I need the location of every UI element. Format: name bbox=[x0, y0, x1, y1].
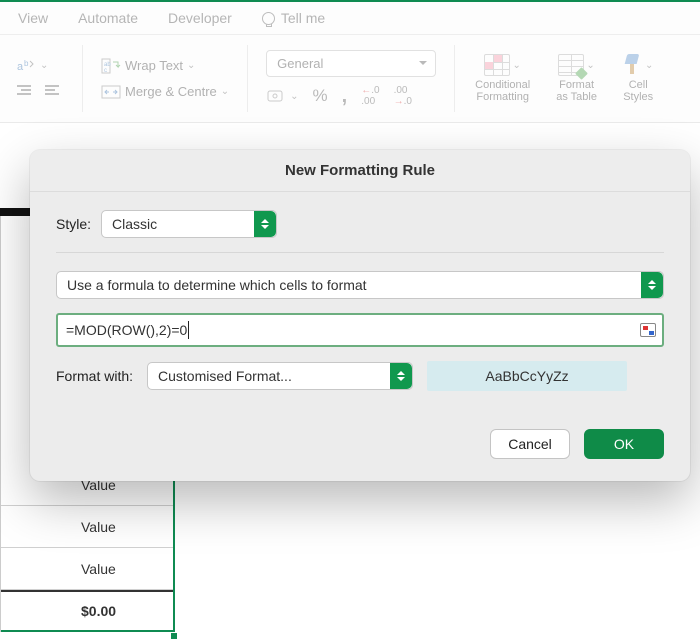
divider bbox=[56, 252, 664, 253]
chevron-down-icon: ⌄ bbox=[586, 60, 594, 71]
merge-centre-icon bbox=[101, 83, 121, 101]
chevron-down-icon: ⌄ bbox=[187, 60, 195, 71]
decrease-indent-button[interactable] bbox=[16, 83, 36, 101]
menu-bar: View Automate Developer Tell me bbox=[0, 2, 700, 35]
accounting-format-button[interactable]: ⌄ bbox=[266, 87, 298, 105]
format-preview: AaBbCcYyZz bbox=[427, 361, 627, 391]
sheet-cell[interactable]: Value bbox=[1, 506, 173, 548]
chevron-down-icon: ⌄ bbox=[40, 60, 48, 71]
ok-button-label: OK bbox=[614, 436, 634, 452]
chevron-down-icon: ⌄ bbox=[221, 86, 229, 97]
cs-label-1: Cell bbox=[629, 79, 648, 91]
svg-text:c: c bbox=[104, 68, 107, 74]
format-as-table-icon bbox=[558, 54, 584, 76]
style-select-value: Classic bbox=[112, 216, 157, 232]
merge-centre-label: Merge & Centre bbox=[125, 84, 217, 99]
merge-centre-button[interactable]: Merge & Centre ⌄ bbox=[101, 83, 229, 101]
orientation-icon: ab bbox=[16, 57, 36, 75]
ok-button[interactable]: OK bbox=[584, 429, 664, 459]
chevron-down-icon: ⌄ bbox=[512, 60, 520, 71]
decrease-decimal-button[interactable]: .00→.0 bbox=[394, 85, 412, 107]
increase-decimal-button[interactable]: ←.0.00 bbox=[361, 85, 379, 107]
conditional-formatting-button[interactable]: ⌄ Conditional Formatting bbox=[467, 41, 538, 116]
menu-tellme[interactable]: Tell me bbox=[262, 10, 325, 26]
style-select[interactable]: Classic bbox=[101, 210, 277, 238]
conditional-formatting-icon bbox=[484, 54, 510, 76]
selection-handle-icon[interactable] bbox=[170, 632, 178, 640]
updown-icon bbox=[641, 272, 663, 298]
menu-developer[interactable]: Developer bbox=[168, 10, 232, 26]
cancel-button[interactable]: Cancel bbox=[490, 429, 570, 459]
format-with-select[interactable]: Customised Format... bbox=[147, 362, 413, 390]
cell-styles-button[interactable]: ⌄ Cell Styles bbox=[615, 41, 661, 116]
fat-label-1: Format bbox=[559, 79, 594, 91]
bulb-icon bbox=[262, 12, 275, 25]
wrap-text-label: Wrap Text bbox=[125, 58, 183, 73]
sheet-total-cell[interactable]: $0.00 bbox=[1, 590, 173, 632]
format-with-value: Customised Format... bbox=[158, 368, 292, 384]
format-with-label: Format with: bbox=[56, 368, 133, 384]
menu-view[interactable]: View bbox=[18, 10, 48, 26]
updown-icon bbox=[254, 211, 276, 237]
svg-text:b: b bbox=[24, 59, 29, 68]
chevron-down-icon: ⌄ bbox=[290, 91, 298, 102]
rule-type-value: Use a formula to determine which cells t… bbox=[67, 277, 367, 293]
style-label: Style: bbox=[56, 216, 91, 232]
comma-button[interactable]: , bbox=[342, 85, 348, 108]
fat-label-2: as Table bbox=[556, 91, 597, 103]
new-formatting-rule-dialog: New Formatting Rule Style: Classic Use a… bbox=[30, 150, 690, 481]
cf-label-2: Formatting bbox=[476, 91, 529, 103]
formula-input[interactable]: =MOD(ROW(),2)=0 bbox=[56, 313, 664, 347]
dialog-title: New Formatting Rule bbox=[30, 150, 690, 192]
updown-icon bbox=[390, 363, 412, 389]
number-format-value: General bbox=[277, 56, 323, 71]
range-selector-icon[interactable] bbox=[640, 323, 656, 337]
wrap-text-icon: abc bbox=[101, 57, 121, 75]
ribbon: ab ⌄ abc Wrap Text ⌄ Merge & Centre bbox=[0, 35, 700, 123]
percent-button[interactable]: % bbox=[313, 86, 328, 106]
rule-type-select[interactable]: Use a formula to determine which cells t… bbox=[56, 271, 664, 299]
menu-tellme-label: Tell me bbox=[281, 10, 325, 26]
cs-label-2: Styles bbox=[623, 91, 653, 103]
cell-styles-icon bbox=[623, 54, 643, 76]
svg-text:a: a bbox=[17, 61, 24, 73]
format-preview-text: AaBbCcYyZz bbox=[485, 368, 568, 384]
menu-automate[interactable]: Automate bbox=[78, 10, 138, 26]
formula-value: =MOD(ROW(),2)=0 bbox=[66, 322, 187, 338]
cf-label-1: Conditional bbox=[475, 79, 530, 91]
format-as-table-button[interactable]: ⌄ Format as Table bbox=[548, 41, 605, 116]
cancel-button-label: Cancel bbox=[508, 436, 552, 452]
sheet-cell[interactable]: Value bbox=[1, 548, 173, 590]
increase-indent-button[interactable] bbox=[44, 83, 64, 101]
chevron-down-icon: ⌄ bbox=[645, 60, 653, 71]
accounting-icon bbox=[266, 87, 286, 105]
wrap-text-button[interactable]: abc Wrap Text ⌄ bbox=[101, 57, 229, 75]
number-format-select[interactable]: General bbox=[266, 50, 436, 77]
orientation-button[interactable]: ab ⌄ bbox=[16, 57, 64, 75]
